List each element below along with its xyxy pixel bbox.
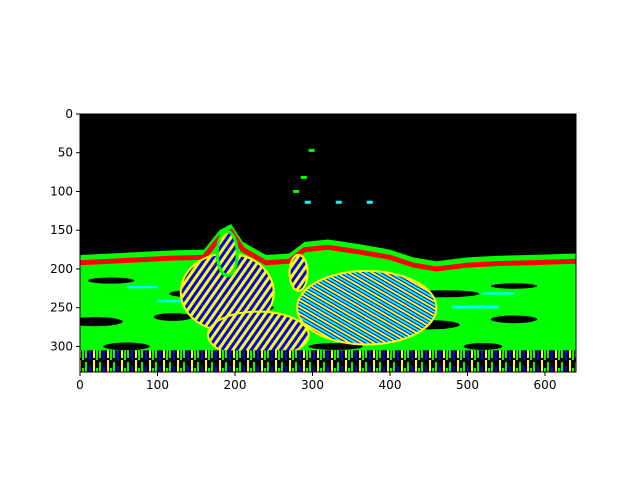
sky-speck	[366, 200, 373, 204]
zebra-head	[215, 229, 239, 277]
x-tick-label: 400	[379, 378, 402, 392]
cyan-accent	[483, 292, 514, 295]
x-tick-label: 0	[76, 378, 84, 392]
ground-shadow	[103, 342, 150, 351]
sky-speck	[300, 175, 307, 179]
y-tick-label: 100	[50, 184, 73, 198]
y-tick-label: 300	[50, 339, 73, 353]
cyan-accent	[157, 299, 181, 303]
x-axis: 0 100 200 300 400 500 600	[76, 372, 556, 392]
image-layer	[80, 148, 576, 372]
x-tick-label: 300	[301, 378, 324, 392]
x-tick-label: 600	[534, 378, 557, 392]
zebra-shape	[296, 269, 438, 346]
ground-shadow	[463, 342, 503, 350]
sky-speck	[304, 200, 311, 204]
sky-speck	[335, 200, 342, 204]
plot-frame	[79, 113, 577, 373]
cyan-accent	[126, 286, 158, 289]
sky-speck	[308, 148, 315, 152]
y-tick-label: 50	[58, 146, 73, 160]
y-tick-label: 200	[50, 262, 73, 276]
y-tick-label: 0	[65, 107, 73, 121]
ground-shadow	[490, 315, 538, 324]
y-tick-label: 250	[50, 301, 73, 315]
cyan-accent	[452, 305, 499, 309]
x-tick-label: 200	[224, 378, 247, 392]
sky-speck	[293, 189, 300, 193]
ground-shadow	[490, 283, 538, 289]
foreground-grass	[80, 350, 576, 372]
x-tick-label: 100	[146, 378, 169, 392]
y-axis: 0 50 100 150 200 250 300	[50, 107, 80, 353]
ground-shadow	[80, 316, 123, 327]
ground-shadow	[308, 342, 363, 350]
ground-shadow	[153, 313, 193, 321]
x-tick-label: 500	[456, 378, 479, 392]
zebra-head	[288, 253, 309, 292]
y-tick-label: 150	[50, 223, 73, 237]
image-plot-area	[80, 114, 576, 372]
ground-shadow	[87, 277, 135, 284]
